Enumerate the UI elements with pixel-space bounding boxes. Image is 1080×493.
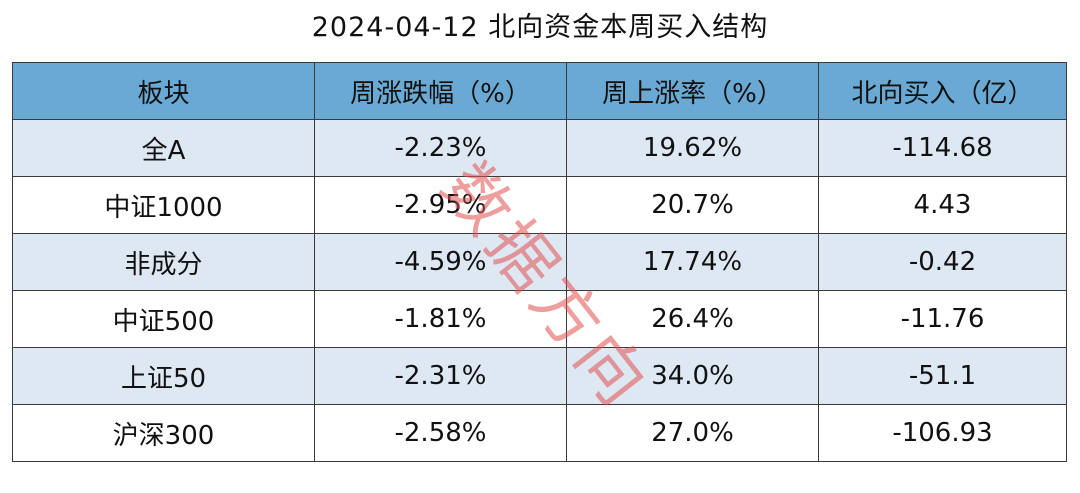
column-header-weekly-rise-rate: 周上涨率（%） [566,62,819,120]
table-row: 中证1000 -2.95% 20.7% 4.43 [12,176,1067,234]
column-header-sector: 板块 [12,62,315,120]
data-table: 板块 周涨跌幅（%） 周上涨率（%） 北向买入（亿） 全A -2.23% 19.… [12,62,1067,462]
cell-weekly-change: -2.23% [314,119,567,177]
column-header-weekly-change: 周涨跌幅（%） [314,62,567,120]
cell-weekly-rise-rate: 26.4% [566,290,819,348]
cell-weekly-change: -4.59% [314,233,567,291]
cell-sector: 上证50 [12,347,315,405]
column-header-northbound-buy: 北向买入（亿） [818,62,1067,120]
cell-northbound-buy: -51.1 [818,347,1067,405]
cell-weekly-rise-rate: 20.7% [566,176,819,234]
table-row: 沪深300 -2.58% 27.0% -106.93 [12,404,1067,462]
cell-weekly-change: -2.31% [314,347,567,405]
cell-northbound-buy: 4.43 [818,176,1067,234]
cell-weekly-change: -2.95% [314,176,567,234]
cell-sector: 全A [12,119,315,177]
cell-northbound-buy: -0.42 [818,233,1067,291]
cell-northbound-buy: -106.93 [818,404,1067,462]
cell-sector: 沪深300 [12,404,315,462]
cell-sector: 非成分 [12,233,315,291]
table-row: 非成分 -4.59% 17.74% -0.42 [12,233,1067,291]
page-title: 2024-04-12 北向资金本周买入结构 [311,12,769,43]
cell-weekly-change: -1.81% [314,290,567,348]
cell-weekly-change: -2.58% [314,404,567,462]
cell-northbound-buy: -11.76 [818,290,1067,348]
table-row: 全A -2.23% 19.62% -114.68 [12,119,1067,177]
cell-weekly-rise-rate: 19.62% [566,119,819,177]
table-row: 上证50 -2.31% 34.0% -51.1 [12,347,1067,405]
cell-sector: 中证1000 [12,176,315,234]
cell-weekly-rise-rate: 27.0% [566,404,819,462]
cell-sector: 中证500 [12,290,315,348]
cell-weekly-rise-rate: 34.0% [566,347,819,405]
table-row: 中证500 -1.81% 26.4% -11.76 [12,290,1067,348]
table-header-row: 板块 周涨跌幅（%） 周上涨率（%） 北向买入（亿） [12,62,1067,120]
cell-northbound-buy: -114.68 [818,119,1067,177]
cell-weekly-rise-rate: 17.74% [566,233,819,291]
